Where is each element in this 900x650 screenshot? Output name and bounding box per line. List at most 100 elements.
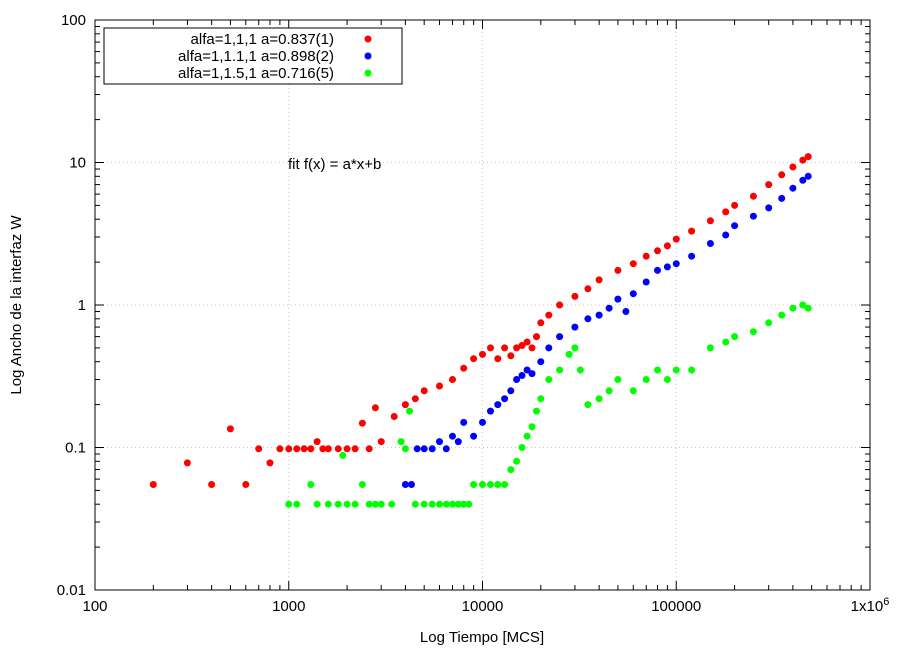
data-point (255, 445, 263, 453)
data-point (436, 382, 443, 390)
data-point (390, 413, 398, 420)
data-point (507, 387, 515, 395)
legend-label-series-3: alfa=1,1.5,1 a=0.716(5) (178, 65, 334, 82)
data-point (731, 222, 739, 230)
series-2 (401, 172, 812, 488)
data-point (614, 266, 622, 274)
series-1 (149, 153, 812, 488)
x-axis-title: Log Tiempo [MCS] (420, 629, 544, 646)
data-point (545, 376, 553, 383)
data-point (605, 387, 613, 395)
data-point (749, 212, 757, 220)
data-point (479, 481, 486, 488)
data-point (428, 500, 436, 508)
data-point (765, 181, 773, 189)
data-point (343, 500, 351, 508)
data-point (722, 338, 730, 346)
y-tick-label: 100 (61, 12, 86, 29)
data-point (654, 266, 661, 274)
data-point (789, 304, 797, 312)
data-point (300, 445, 308, 453)
data-point (706, 217, 714, 225)
data-point (799, 301, 807, 309)
data-point (413, 445, 421, 453)
data-point (523, 366, 531, 374)
data-point (571, 323, 579, 331)
data-point (307, 445, 315, 453)
data-point (149, 481, 157, 488)
data-point (528, 423, 536, 431)
data-point (765, 319, 773, 327)
data-point (470, 432, 478, 440)
data-point (442, 500, 450, 508)
data-point (293, 500, 301, 508)
data-point (799, 156, 807, 164)
data-point (465, 500, 473, 508)
data-point (533, 333, 540, 341)
data-point (487, 407, 494, 415)
data-point (420, 387, 428, 395)
data-point (454, 500, 462, 508)
data-point (460, 500, 468, 508)
data-point (799, 176, 807, 184)
data-point (365, 500, 373, 508)
data-point (663, 263, 671, 271)
data-point (501, 344, 509, 352)
data-point (804, 153, 812, 161)
data-point (513, 376, 521, 383)
data-point (436, 438, 443, 446)
data-point (285, 445, 293, 453)
data-point (518, 372, 526, 379)
data-point (629, 387, 637, 395)
data-series (149, 153, 812, 508)
data-point (595, 395, 603, 403)
data-point (565, 350, 573, 358)
data-point (513, 344, 521, 352)
data-point (397, 438, 405, 446)
data-point (804, 172, 812, 180)
data-point (523, 432, 531, 440)
data-point (313, 438, 321, 446)
data-point (406, 407, 413, 415)
data-point (688, 252, 696, 260)
data-point (293, 445, 301, 453)
data-point (778, 311, 786, 319)
data-point (285, 500, 293, 508)
data-point (494, 481, 502, 488)
data-point (642, 278, 650, 286)
legend-label-series-1: alfa=1,1,1 a=0.837(1) (191, 31, 334, 48)
data-point (545, 344, 553, 352)
data-point (334, 500, 342, 508)
x-tick-label: 1000 (272, 598, 305, 615)
data-point (408, 481, 415, 488)
data-point (487, 481, 494, 488)
data-point (537, 395, 545, 403)
data-point (307, 481, 315, 488)
legend-marker-series-1 (364, 35, 372, 43)
data-point (518, 342, 526, 349)
x-tick-label: 1x106 (851, 596, 890, 615)
data-point (528, 370, 536, 378)
data-point (377, 500, 385, 508)
data-point (749, 192, 757, 200)
y-tick-label: 10 (69, 155, 86, 172)
minor-ticks (95, 20, 870, 590)
data-point (722, 208, 730, 216)
data-point (556, 366, 564, 374)
data-point (778, 171, 786, 179)
data-point (266, 459, 274, 467)
data-point (642, 252, 650, 260)
data-point (789, 163, 797, 171)
x-tick-label: 100000 (651, 598, 701, 615)
data-point (765, 204, 773, 212)
data-point (388, 500, 396, 508)
data-point (622, 308, 630, 315)
grid-lines (95, 20, 870, 590)
data-point (576, 366, 584, 374)
data-point (537, 358, 545, 366)
data-point (371, 500, 379, 508)
x-tick-label: 10000 (462, 598, 504, 615)
data-point (614, 295, 622, 303)
data-point (242, 481, 250, 488)
data-point (449, 500, 456, 508)
